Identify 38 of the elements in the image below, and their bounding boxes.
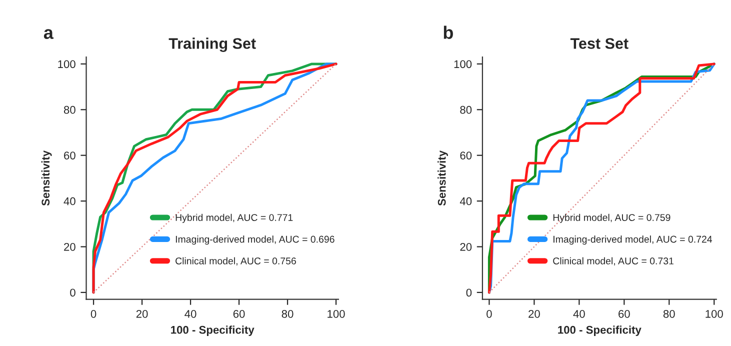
legend-label: Hybrid model, AUC = 0.771: [176, 214, 293, 223]
x-tick-label: 60: [233, 310, 245, 318]
x-tick-label: 0: [90, 310, 96, 318]
legend-label: Clinical model, AUC = 0.731: [553, 257, 674, 266]
y-tick-label: 0: [466, 288, 472, 297]
y-tick-label: 40: [460, 197, 472, 206]
x-tick-label: 40: [184, 310, 196, 318]
y-tick-label: 100: [454, 60, 472, 68]
x-axis-title: 100 - Specificity: [558, 326, 642, 336]
legend-label: Imaging-derived model, AUC = 0.696: [176, 236, 334, 245]
x-axis-title: 100 - Specificity: [171, 326, 254, 336]
legend-label: Imaging-derived model, AUC = 0.724: [554, 236, 712, 245]
x-tick-label: 20: [136, 310, 148, 318]
x-tick-label: 80: [663, 310, 675, 318]
y-tick-label: 40: [64, 197, 76, 206]
x-tick-label: 80: [282, 310, 294, 318]
x-tick-label: 20: [528, 310, 540, 318]
x-tick-label: 40: [573, 310, 585, 318]
chart-title: Training Set: [168, 38, 256, 52]
y-axis-title: Sensitivity: [41, 150, 52, 206]
text: a: [44, 29, 54, 39]
y-tick-label: 100: [58, 60, 76, 68]
x-tick-label: 60: [618, 310, 630, 318]
legend-label: Clinical model, AUC = 0.756: [176, 257, 296, 266]
text: b: [444, 26, 453, 39]
x-tick-label: 100: [706, 310, 723, 318]
y-axis-title: Sensitivity: [438, 150, 448, 206]
y-tick-label: 20: [460, 243, 472, 251]
y-tick-label: 20: [64, 243, 76, 251]
x-tick-label: 0: [486, 310, 492, 318]
x-tick-label: 100: [328, 310, 345, 318]
y-tick-label: 60: [64, 152, 76, 160]
y-tick-label: 0: [70, 288, 76, 297]
y-tick-label: 80: [64, 106, 76, 114]
chart-title: Test Set: [570, 38, 628, 49]
y-tick-label: 80: [460, 106, 472, 114]
y-tick-label: 60: [460, 152, 472, 160]
legend-label: Hybrid model, AUC = 0.759: [553, 214, 670, 223]
